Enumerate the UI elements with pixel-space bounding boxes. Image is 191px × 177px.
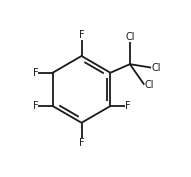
Text: Cl: Cl (151, 63, 161, 73)
Text: Cl: Cl (144, 80, 154, 90)
Text: Cl: Cl (125, 32, 135, 42)
Text: F: F (33, 101, 38, 111)
Text: F: F (79, 138, 84, 149)
Text: F: F (33, 68, 38, 78)
Text: F: F (125, 101, 130, 111)
Text: F: F (79, 30, 84, 40)
